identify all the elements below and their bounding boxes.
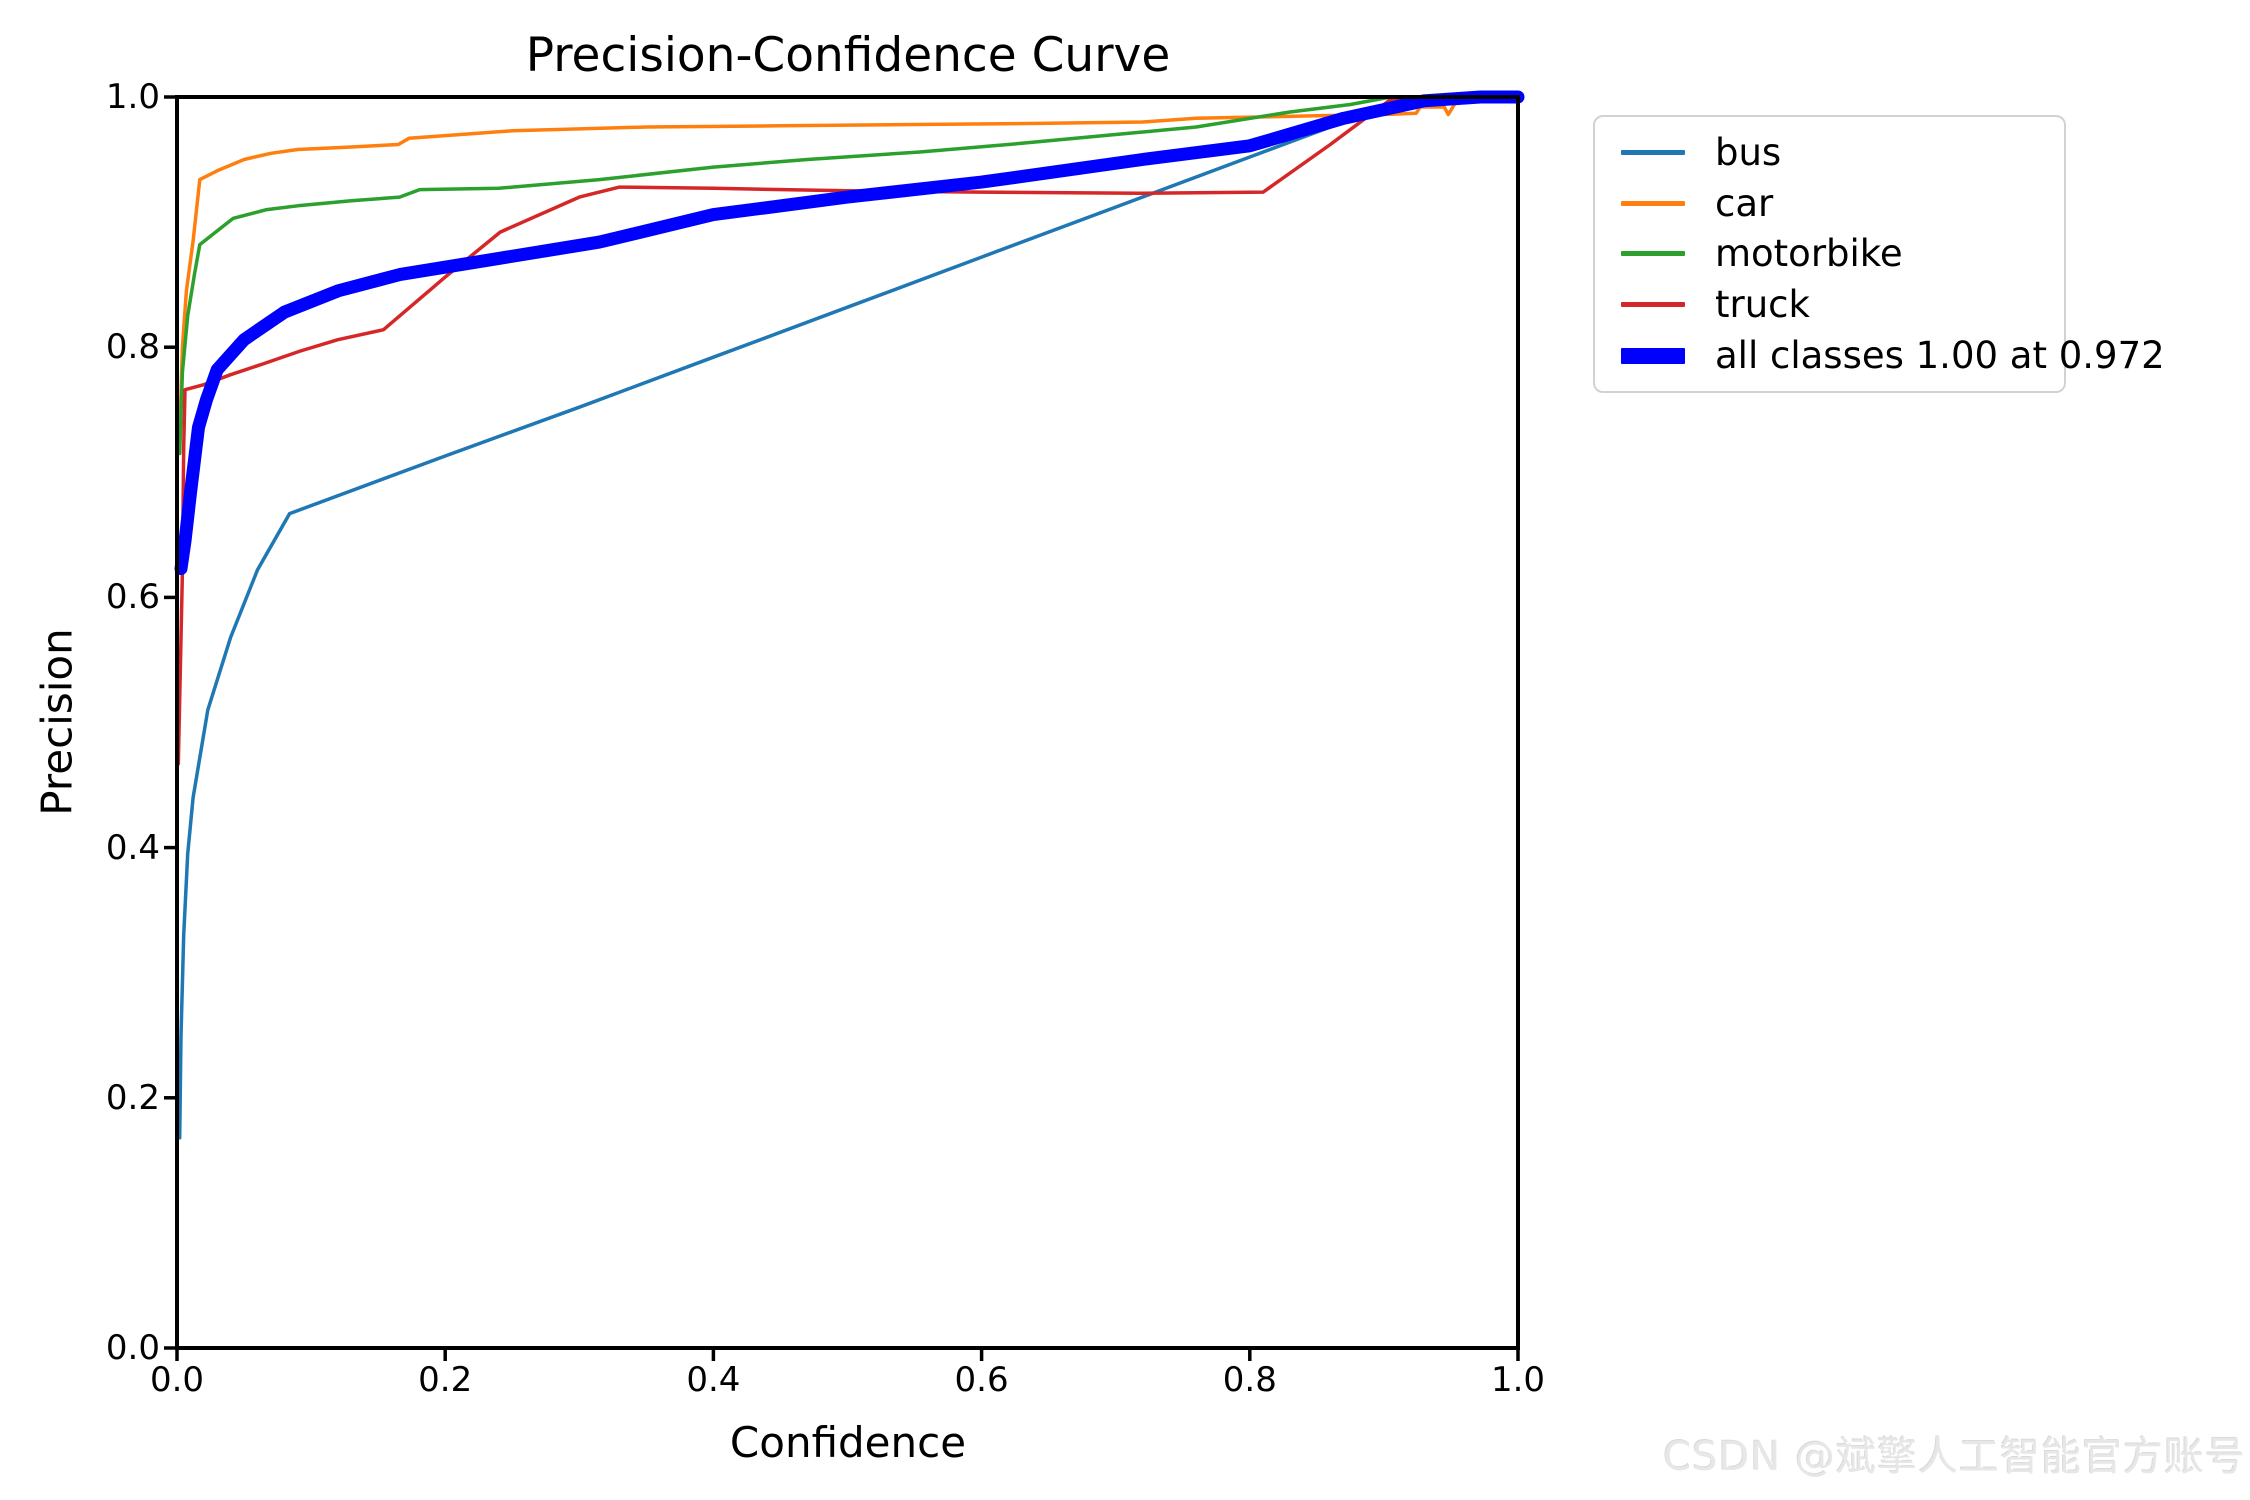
- legend-item-motorbike: motorbike: [1595, 230, 2064, 278]
- legend-swatch-truck: [1621, 302, 1685, 308]
- y-tick-label: 0.6: [105, 577, 160, 618]
- chart-title: Precision-Confidence Curve: [525, 28, 1171, 83]
- legend-item-bus: bus: [1595, 128, 2064, 176]
- x-axis-label: Confidence: [729, 1418, 967, 1467]
- legend-swatch-all-classes: [1621, 347, 1685, 364]
- legend-label-truck: truck: [1715, 283, 1810, 327]
- y-tick-label: 1.0: [105, 77, 160, 117]
- series-line-truck: [176, 95, 1520, 766]
- x-tick-label: 1.0: [1490, 1360, 1546, 1400]
- legend-label-all-classes: all classes 1.00 at 0.972: [1715, 334, 2165, 378]
- watermark: CSDN @斌擎人工智能官方账号: [1663, 1434, 2246, 1480]
- legend-item-car: car: [1595, 179, 2064, 227]
- y-tick-label: 0.4: [105, 827, 160, 868]
- legend-item-truck: truck: [1595, 281, 2064, 329]
- y-tick-label: 0.0: [105, 1328, 160, 1368]
- x-tick-label: 0.2: [418, 1360, 473, 1400]
- legend-label-motorbike: motorbike: [1715, 232, 1903, 276]
- series-line-bus: [177, 95, 1520, 1140]
- y-tick-label: 0.2: [105, 1077, 160, 1118]
- x-tick-label: 0.6: [954, 1360, 1009, 1400]
- series-line-car: [177, 95, 1520, 437]
- legend: bus car motorbike truck all classes 1.00…: [1593, 115, 2165, 393]
- legend-swatch-car: [1621, 200, 1685, 206]
- legend-item-all-classes: all classes 1.00 at 0.972: [1595, 332, 2165, 380]
- legend-label-car: car: [1715, 181, 1774, 225]
- x-tick-label: 0.8: [1222, 1360, 1277, 1400]
- legend-swatch-motorbike: [1621, 251, 1685, 257]
- y-tick-label: 0.8: [105, 327, 160, 368]
- x-tick-label: 0.4: [686, 1360, 741, 1400]
- x-tick-label: 0.0: [149, 1360, 205, 1400]
- series-line-motorbike: [177, 95, 1520, 456]
- legend-label-bus: bus: [1715, 130, 1782, 174]
- y-axis-label: Precision: [32, 628, 82, 816]
- plot-border: [175, 95, 1520, 1350]
- legend-swatch-bus: [1621, 149, 1685, 155]
- series-line-all: [174, 90, 1525, 576]
